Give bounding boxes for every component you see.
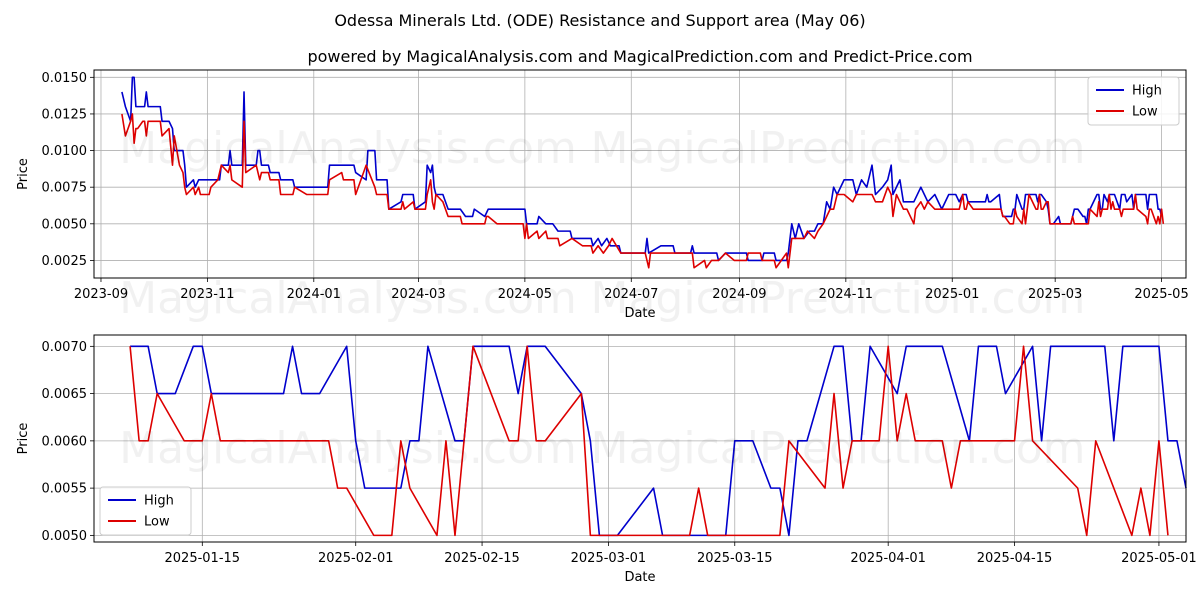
series-line-low [129, 345, 1169, 537]
y-tick-label: 0.0100 [42, 144, 88, 159]
watermark-top-left: MagicalAnalysis.com [119, 123, 577, 174]
watermark-middle-left: MagicalAnalysis.com [119, 273, 577, 324]
x-axis-label: Date [624, 570, 655, 585]
x-tick-label: 2025-01-15 [165, 551, 241, 566]
y-tick-label: 0.0070 [42, 340, 88, 355]
legend-label-low: Low [1132, 105, 1158, 120]
x-tick-label: 2024-03 [391, 287, 445, 302]
x-axis-label: Date [624, 306, 655, 321]
y-tick-label: 0.0050 [42, 217, 88, 232]
y-tick-label: 0.0125 [42, 107, 88, 122]
x-tick-label: 2025-02-01 [318, 551, 394, 566]
x-tick-label: 2024-11 [819, 287, 873, 302]
x-tick-label: 2025-03-01 [571, 551, 647, 566]
y-tick-label: 0.0075 [42, 181, 88, 196]
watermark-bottom-left: MagicalAnalysis.com [119, 423, 577, 474]
watermarks: MagicalAnalysis.com MagicalPrediction.co… [119, 123, 1085, 474]
bottom-panel: 2025-01-15 2025-02-01 2025-02-15 2025-03-01… [16, 334, 1197, 585]
legend-label-low: Low [144, 515, 170, 530]
legend: High Low [1087, 76, 1180, 126]
x-tick-label: 2025-03-15 [697, 551, 773, 566]
top-panel: 2023-09 2023-11 2024-01 2024-03 2024-05 2024-… [16, 69, 1189, 321]
y-tick-label: 0.0150 [42, 71, 88, 86]
x-tick-label: 2024-09 [712, 287, 766, 302]
legend-label-high: High [144, 494, 174, 509]
y-tick-label: 0.0065 [42, 387, 88, 402]
x-tick-label: 2025-02-15 [444, 551, 520, 566]
plot-frame [93, 334, 1187, 543]
x-tick-label: 2024-07 [604, 287, 658, 302]
plot-frame [93, 69, 1187, 279]
chart-subtitle: powered by MagicalAnalysis.com and Magic… [307, 47, 972, 66]
watermark-middle-right: MagicalPrediction.com [591, 273, 1086, 324]
watermark-bottom-right: MagicalPrediction.com [591, 423, 1086, 474]
y-tick-label: 0.0025 [42, 254, 88, 269]
legend: High Low [99, 486, 192, 536]
x-tick-label: 2024-01 [287, 287, 341, 302]
legend-label-high: High [1132, 84, 1162, 99]
x-tick-label: 2023-11 [180, 287, 234, 302]
x-tick-label: 2025-03 [1028, 287, 1082, 302]
chart-title: Odessa Minerals Ltd. (ODE) Resistance an… [334, 11, 865, 30]
y-tick-label: 0.0055 [42, 482, 88, 497]
y-axis-label: Price [16, 423, 31, 455]
x-tick-label: 2025-05-01 [1121, 551, 1197, 566]
x-tick-label: 2025-04-15 [977, 551, 1053, 566]
x-tick-label: 2025-05 [1134, 287, 1188, 302]
y-axis-label: Price [16, 158, 31, 190]
y-tick-label: 0.0050 [42, 529, 88, 544]
x-tick-label: 2024-05 [498, 287, 552, 302]
x-tick-label: 2023-09 [74, 287, 128, 302]
series-line-low [121, 113, 1165, 269]
watermark-top-right: MagicalPrediction.com [591, 123, 1086, 174]
x-tick-label: 2025-04-01 [850, 551, 926, 566]
y-tick-label: 0.0060 [42, 434, 88, 449]
x-tick-label: 2025-01 [925, 287, 979, 302]
